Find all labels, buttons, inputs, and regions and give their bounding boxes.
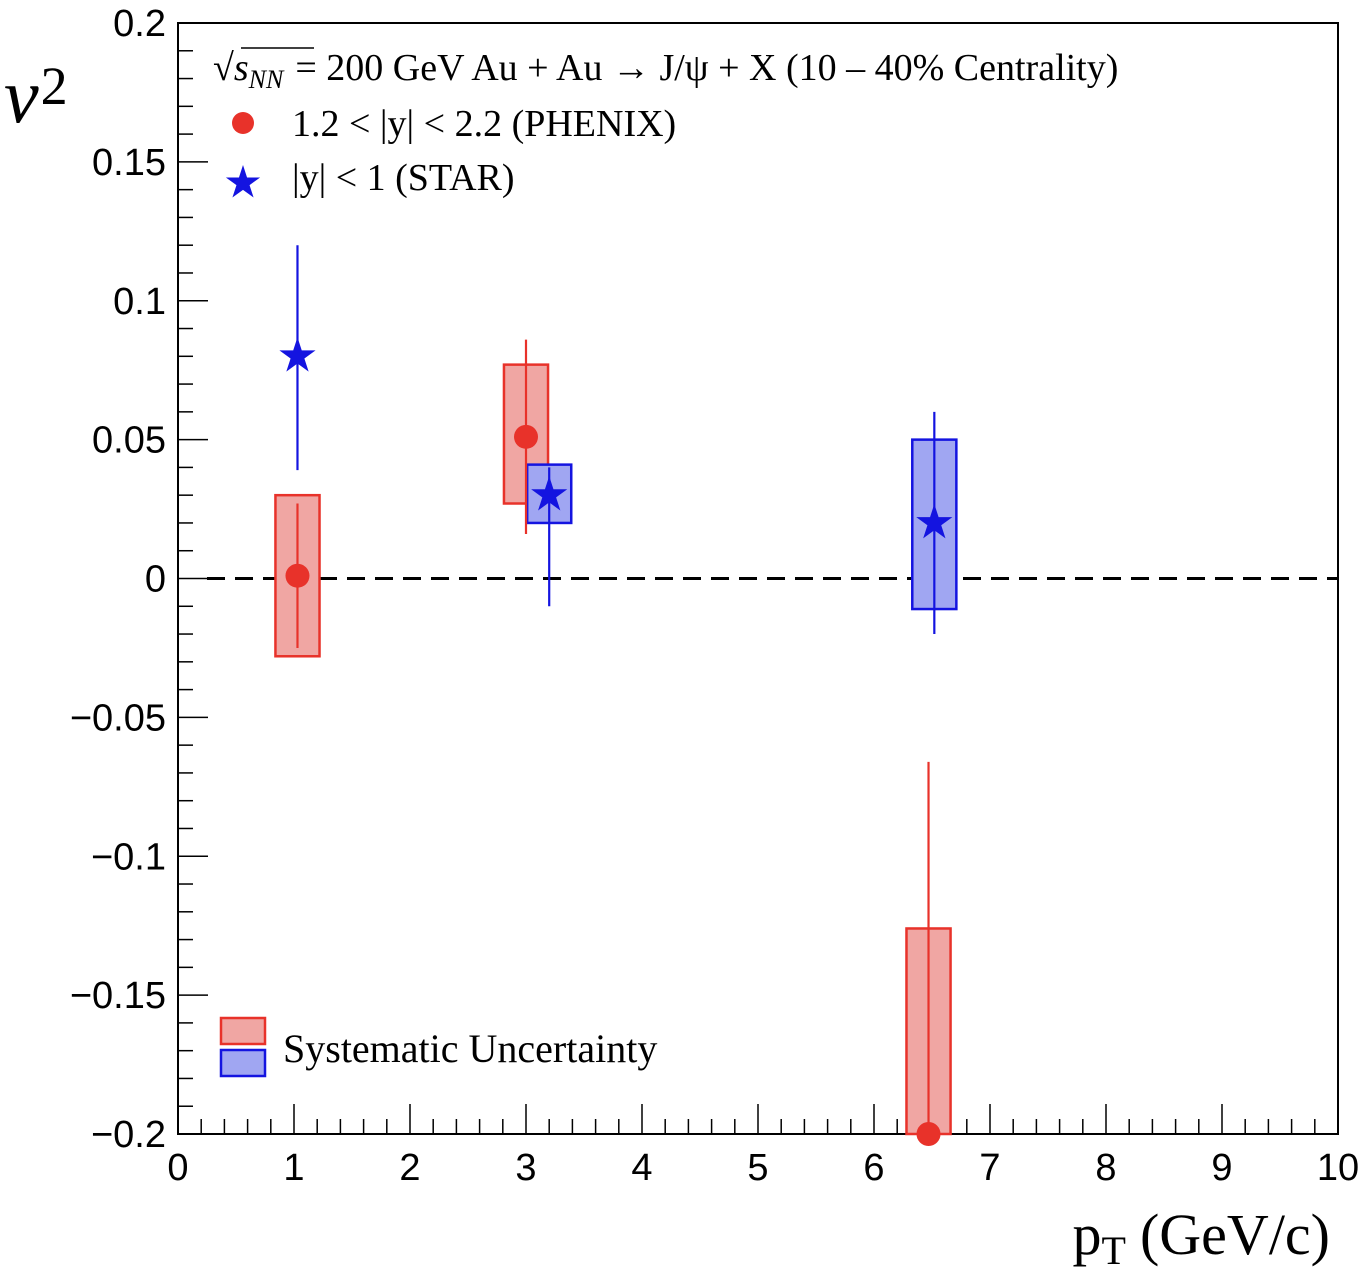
error-bars [296,245,936,1134]
y-tick-label: 0 [145,559,166,601]
x-tick-label: 5 [747,1147,768,1189]
x-tick-label: 9 [1211,1147,1232,1189]
legend-top: 1.2 < |y| < 2.2 (PHENIX) |y| < 1 (STAR) [225,103,676,199]
svg-text:√sNN= 200 GeV Au + Au → J/ψ +: √sNN = 200 GeV Au + Au → J/ψ + X (10 – 40… [213,47,1118,94]
x-tick-label: 8 [1095,1147,1116,1189]
legend-systematic-label: Systematic Uncertainty [283,1026,657,1071]
x-tick-label: 10 [1317,1147,1359,1189]
legend-star-marker [225,165,261,198]
x-axis-title-unit: (GeV/c) [1140,1202,1330,1267]
legend-blue-box [219,1048,267,1078]
energy-annotation: √sNN = 200 GeV Au + Au → J/ψ + X (10 – 40… [213,47,1118,94]
x-tick-label: 4 [631,1147,652,1189]
x-axis-title-p: p [1073,1202,1102,1267]
star-point [279,337,316,372]
systematic-boxes [274,363,958,1136]
phenix-point [285,563,310,588]
y-tick-label: 0.1 [113,281,166,323]
y-tick-labels: −0.2 −0.15 −0.1 −0.05 0 0.05 0.1 0.15 0.2 [70,3,166,1156]
x-tick-labels: 0 1 2 3 4 5 6 7 8 9 10 [167,1147,1359,1189]
phenix-point [916,1122,941,1146]
s-symbol: s [234,47,249,89]
y-tick-label: −0.15 [70,975,166,1017]
s-subscript: NN [248,65,285,94]
y-tick-label: −0.1 [91,836,166,878]
star-point [531,476,568,511]
legend-star-label: |y| < 1 (STAR) [292,157,515,199]
x-tick-label: 6 [863,1147,884,1189]
data-markers [279,337,953,1146]
legend-bottom: Systematic Uncertainty [219,1016,657,1078]
legend-red-box [219,1016,267,1046]
y-axis-title: v2 [4,52,68,139]
y-axis-title-v: v [4,52,39,139]
x-tick-label: 0 [167,1147,188,1189]
x-tick-label: 3 [515,1147,536,1189]
y-tick-label: −0.2 [91,1114,166,1156]
y-tick-label: −0.05 [70,697,166,739]
x-tick-label: 2 [399,1147,420,1189]
legend-phenix-label: 1.2 < |y| < 2.2 (PHENIX) [292,103,676,145]
sqrt-symbol: √ [213,47,234,89]
star-point [916,503,953,539]
x-axis-title: pT (GeV/c) [1073,1202,1330,1270]
y-tick-label: 0.2 [113,3,166,45]
legend-circle-marker [232,112,254,134]
y-tick-label: 0.05 [92,420,166,462]
x-tick-label: 1 [283,1147,304,1189]
annotation-rest: = 200 GeV Au + Au → J/ψ + X (10 – 40% Ce… [295,47,1118,89]
axis-ticks [177,22,1339,1135]
y-tick-label: 0.15 [92,142,166,184]
x-tick-label: 7 [979,1147,1000,1189]
x-axis-title-sub: T [1102,1228,1126,1270]
phenix-point [514,424,538,449]
y-axis-title-sub: 2 [41,56,68,116]
